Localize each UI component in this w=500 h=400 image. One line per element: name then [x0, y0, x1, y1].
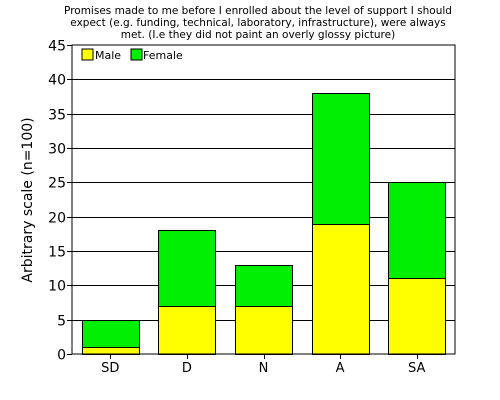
bar-female-sd: [82, 320, 140, 348]
gridlines: [72, 79, 455, 321]
chart-title-line-1: Promises made to me before I enrolled ab…: [64, 5, 452, 17]
y-tick-label: 0: [57, 348, 66, 364]
bar-female-sa: [388, 182, 446, 279]
bar-male-sa: [388, 278, 446, 355]
y-tick-label: 45: [48, 39, 66, 55]
x-tick-label-n: N: [259, 361, 269, 376]
bar-female-d: [158, 230, 216, 307]
plot-area-frame: [71, 44, 456, 355]
y-axis-label: Arbitrary scale (n=100): [20, 117, 36, 282]
y-tick-label: 20: [48, 211, 66, 227]
y-tick-label: 30: [48, 142, 66, 158]
y-tick-label: 35: [48, 108, 66, 124]
bar-male-d: [158, 306, 216, 355]
bar-male-n: [235, 306, 293, 355]
y-tick-label: 15: [48, 245, 66, 261]
y-tick-label: 40: [48, 73, 66, 89]
bar-female-a: [312, 93, 370, 225]
bars: [82, 93, 446, 355]
y-tick-label: 10: [48, 279, 66, 295]
x-tick-label-d: D: [182, 361, 192, 376]
x-tick-label-sa: SA: [408, 361, 425, 376]
legend-label-female: Female: [143, 49, 183, 62]
legend-swatch-male: [81, 48, 94, 61]
x-tick-label-a: A: [336, 361, 345, 376]
legend-swatch-female: [130, 48, 143, 61]
chart-title-line-2: expect (e.g. funding, technical, laborat…: [70, 17, 445, 29]
chart-title-line-3: met. (I.e they did not paint an overly g…: [121, 29, 395, 41]
chart-title: Promises made to me before I enrolled ab…: [64, 5, 452, 41]
bar-female-n: [235, 265, 293, 307]
bar-male-sd: [82, 347, 140, 355]
y-tick-label: 25: [48, 176, 66, 192]
y-axis-ticks: 0 5 10 15 20 25 30 35 40 45: [48, 39, 72, 364]
x-axis-ticks: SD D N A SA: [101, 354, 425, 376]
legend-label-male: Male: [95, 49, 121, 62]
y-tick-label: 5: [57, 314, 66, 330]
x-tick-label-sd: SD: [101, 361, 119, 376]
bar-male-a: [312, 224, 370, 355]
legend: Male Female: [81, 48, 183, 62]
